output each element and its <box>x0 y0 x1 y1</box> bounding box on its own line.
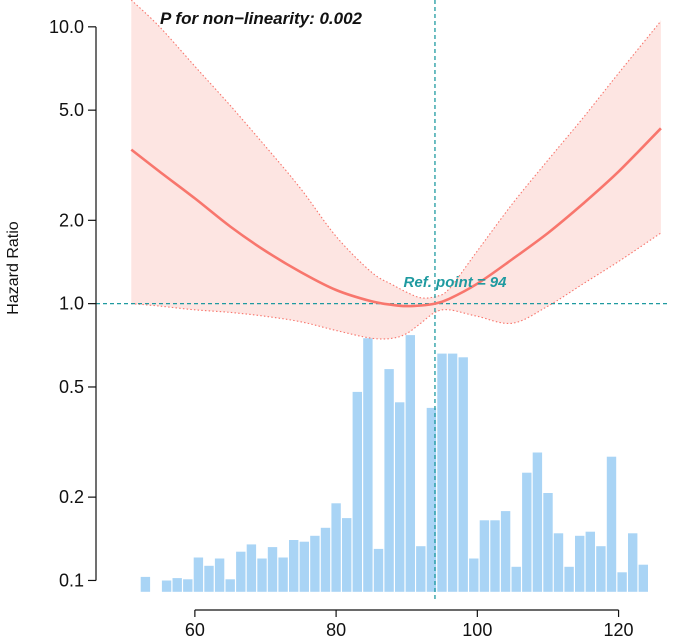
histogram-bar <box>490 520 500 592</box>
histogram-bar <box>310 535 320 592</box>
histogram-bar <box>384 369 394 592</box>
confidence-lower-bound <box>131 232 662 340</box>
y-ticks: 0.1 0.2 0.5 1.0 2.0 5.0 10.0 <box>49 17 96 590</box>
histogram-bar <box>331 503 341 592</box>
histogram-bar <box>225 579 235 592</box>
histogram-bar <box>628 533 638 592</box>
x-ticks: 60 80 100 120 <box>185 610 634 637</box>
histogram-bar <box>140 576 151 592</box>
histogram-bar <box>606 456 617 592</box>
histogram-bar <box>395 402 405 592</box>
histogram-bar <box>236 551 246 592</box>
y-tick-label: 0.1 <box>59 570 84 590</box>
histogram-bar <box>320 527 331 592</box>
reference-point-label: Ref. point = 94 <box>404 274 508 291</box>
histogram-bar <box>204 565 214 592</box>
histogram-bar <box>447 353 458 592</box>
histogram-bar <box>553 533 564 592</box>
y-tick-label: 10.0 <box>49 17 84 37</box>
x-tick-label: 80 <box>326 620 346 637</box>
histogram-bar <box>532 452 543 592</box>
histogram-bar <box>500 511 511 592</box>
histogram-bar <box>405 335 415 592</box>
histogram-bar <box>479 520 490 592</box>
histogram-bar <box>352 391 362 592</box>
histogram-bar <box>267 547 278 592</box>
histogram-bar <box>278 557 288 592</box>
reference-lines <box>96 0 668 600</box>
y-tick-label: 0.2 <box>59 487 84 507</box>
histogram-bar <box>458 357 468 592</box>
confidence-band <box>131 0 661 339</box>
histogram-bar <box>596 546 606 592</box>
y-tick-label: 0.5 <box>59 377 84 397</box>
histogram-bar <box>575 535 585 592</box>
histogram-bar <box>289 540 299 592</box>
histogram-bar <box>246 544 257 592</box>
histogram-bar <box>437 353 447 592</box>
histogram-layer <box>140 335 648 592</box>
histogram-bar <box>161 580 172 592</box>
histogram-bar <box>193 557 204 592</box>
x-tick-label: 120 <box>604 620 634 637</box>
y-tick-label: 2.0 <box>59 210 84 230</box>
histogram-bar <box>299 541 309 592</box>
histogram-bar <box>416 546 426 592</box>
y-tick-label: 5.0 <box>59 100 84 120</box>
histogram-bar <box>363 338 373 592</box>
histogram-bar <box>172 578 182 592</box>
histogram-bar <box>522 472 532 592</box>
histogram-bar <box>342 518 352 592</box>
x-tick-label: 100 <box>462 620 492 637</box>
x-tick-label: 60 <box>185 620 205 637</box>
histogram-bar <box>617 572 627 592</box>
y-axis-label: Hazard Ratio <box>5 221 22 314</box>
nonlinearity-annotation: P for non−linearity: 0.002 <box>160 9 363 28</box>
hazard-ratio-line <box>130 127 662 308</box>
histogram-bar <box>214 558 225 592</box>
histogram-bar <box>585 531 595 592</box>
histogram-bar <box>638 564 648 592</box>
confidence-band-layer <box>130 0 662 340</box>
histogram-bar <box>373 548 384 592</box>
histogram-bar <box>183 579 193 592</box>
histogram-bar <box>257 558 267 592</box>
histogram-bar <box>543 493 553 592</box>
histogram-bar <box>564 566 574 592</box>
confidence-upper-bound <box>130 0 662 299</box>
histogram-bar <box>469 558 479 592</box>
histogram-bar <box>511 566 521 592</box>
y-tick-label: 1.0 <box>59 294 84 314</box>
histogram-bar <box>426 407 437 592</box>
